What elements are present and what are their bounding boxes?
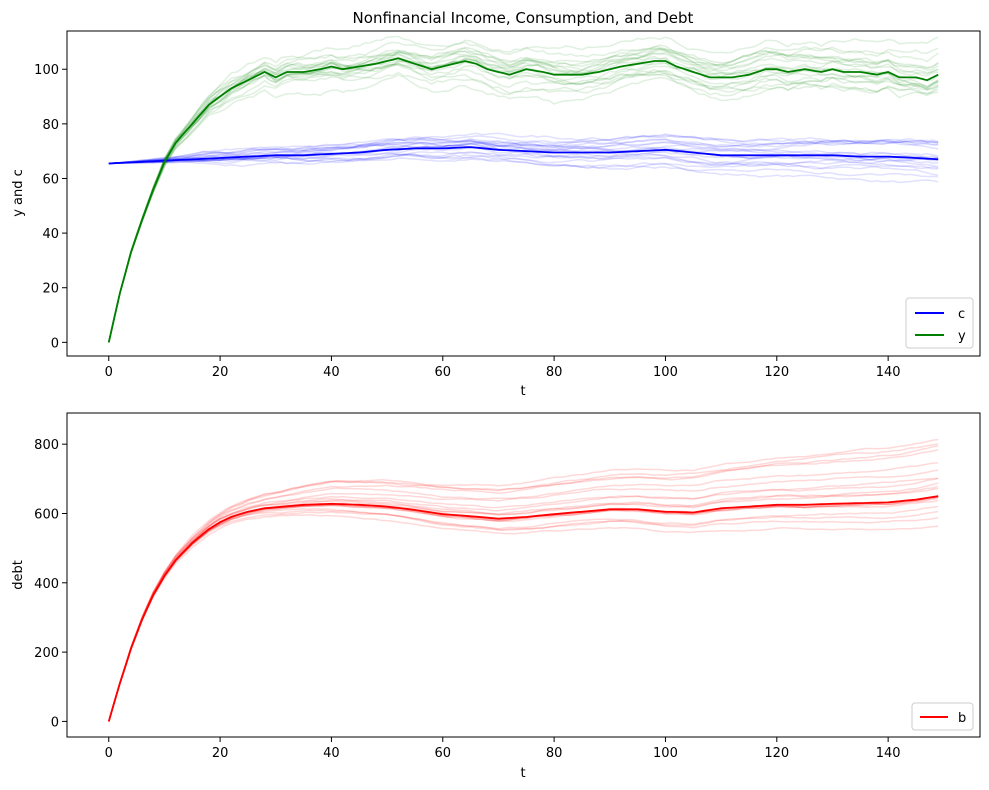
b-series-line (107, 495, 939, 722)
b-simulated-path (108, 514, 939, 722)
x-tick-label: 80 (546, 365, 563, 380)
y-tick-label: 600 (34, 507, 59, 522)
c-simulated-path (108, 142, 939, 165)
y-simulated-path (108, 51, 939, 343)
x-tick-label: 140 (876, 746, 901, 761)
y-simulated-path (108, 73, 939, 343)
x-tick-label: 60 (435, 746, 452, 761)
b-simulated-path (108, 477, 939, 722)
y-axis-label-top: y and c (11, 169, 26, 217)
y-tick-label: 100 (34, 63, 59, 78)
y-simulated-path (108, 60, 939, 343)
y-tick-label: 800 (34, 438, 59, 453)
x-tick-label: 80 (546, 746, 563, 761)
c-series-line (108, 146, 939, 165)
c-simulated-path (108, 136, 939, 165)
c-simulated-path (108, 147, 939, 166)
x-tick-label: 60 (435, 365, 452, 380)
c-simulated-path (108, 141, 939, 168)
y-tick-label: 40 (42, 227, 59, 242)
x-tick-label: 120 (764, 746, 789, 761)
y-simulated-path (108, 61, 939, 343)
x-tick-label: 20 (212, 365, 229, 380)
y-tick-label: 20 (42, 282, 59, 297)
x-tick-label: 40 (323, 365, 340, 380)
c-simulated-path (108, 135, 939, 165)
x-tick-label: 140 (876, 365, 901, 380)
y-simulated-path (108, 49, 939, 343)
b-simulated-path (108, 509, 939, 722)
y-simulated-path (108, 46, 939, 343)
x-tick-label: 20 (212, 746, 229, 761)
legend-top: c y (905, 297, 974, 349)
c-simulated-path (108, 144, 939, 165)
y-series-line (107, 57, 939, 343)
y-simulated-path (108, 52, 939, 343)
x-tick-label: 40 (323, 746, 340, 761)
y-simulated-path (108, 69, 939, 343)
x-axis-label-bottom: t (520, 766, 525, 781)
chart-title: Nonfinancial Income, Consumption, and De… (353, 9, 694, 27)
b-simulated-path (108, 487, 939, 722)
c-simulated-path (108, 138, 939, 165)
b-simulated-path (108, 448, 939, 722)
legend-label-b: b (958, 711, 966, 726)
x-tick-label: 100 (653, 365, 678, 380)
c-simulated-path (108, 139, 939, 165)
y-simulated-path (108, 62, 939, 343)
b-simulated-path (108, 508, 939, 722)
c-simulated-path (108, 155, 939, 184)
c-simulated-path (108, 137, 939, 165)
axes-income-consumption: Nonfinancial Income, Consumption, and De… (11, 9, 981, 399)
legend-label-y: y (958, 329, 966, 344)
y-simulated-path (108, 47, 939, 343)
y-simulated-path (108, 36, 939, 343)
y-tick-label: 200 (34, 646, 59, 661)
legend-label-c: c (958, 307, 965, 322)
b-simulated-path (108, 445, 939, 722)
x-tick-label: 100 (653, 746, 678, 761)
b-simulated-path (108, 469, 939, 722)
c-simulated-path (108, 151, 939, 176)
b-simulated-path (108, 443, 939, 722)
y-simulated-path (108, 45, 939, 343)
b-simulated-path (108, 477, 939, 722)
c-simulated-path (108, 142, 939, 165)
c-simulated-path (108, 153, 939, 178)
x-tick-label: 0 (105, 746, 113, 761)
y-tick-label: 60 (42, 172, 59, 187)
y-tick-label: 0 (51, 336, 59, 351)
b-simulated-path (108, 462, 939, 722)
y-tick-label: 0 (51, 715, 59, 730)
y-simulated-path (108, 35, 939, 343)
y-simulated-path (108, 50, 939, 343)
axes-frame-top (66, 30, 981, 357)
y-axis-label-bottom: debt (11, 560, 26, 590)
y-simulated-path (108, 58, 939, 343)
y-tick-label: 80 (42, 118, 59, 133)
x-tick-label: 0 (105, 365, 113, 380)
y-simulated-path (108, 45, 939, 343)
b-simulated-path (108, 505, 939, 722)
legend-bottom: b (911, 702, 974, 731)
b-simulated-path (108, 496, 939, 722)
y-simulated-path (108, 47, 939, 343)
axes-frame-bottom (66, 412, 981, 738)
x-tick-label: 120 (764, 365, 789, 380)
c-simulated-path (108, 153, 939, 169)
c-simulated-path (108, 133, 939, 165)
c-simulated-path (108, 153, 939, 170)
x-axis-label-top: t (520, 384, 525, 399)
y-tick-label: 400 (34, 577, 59, 592)
b-simulated-path (108, 438, 939, 722)
